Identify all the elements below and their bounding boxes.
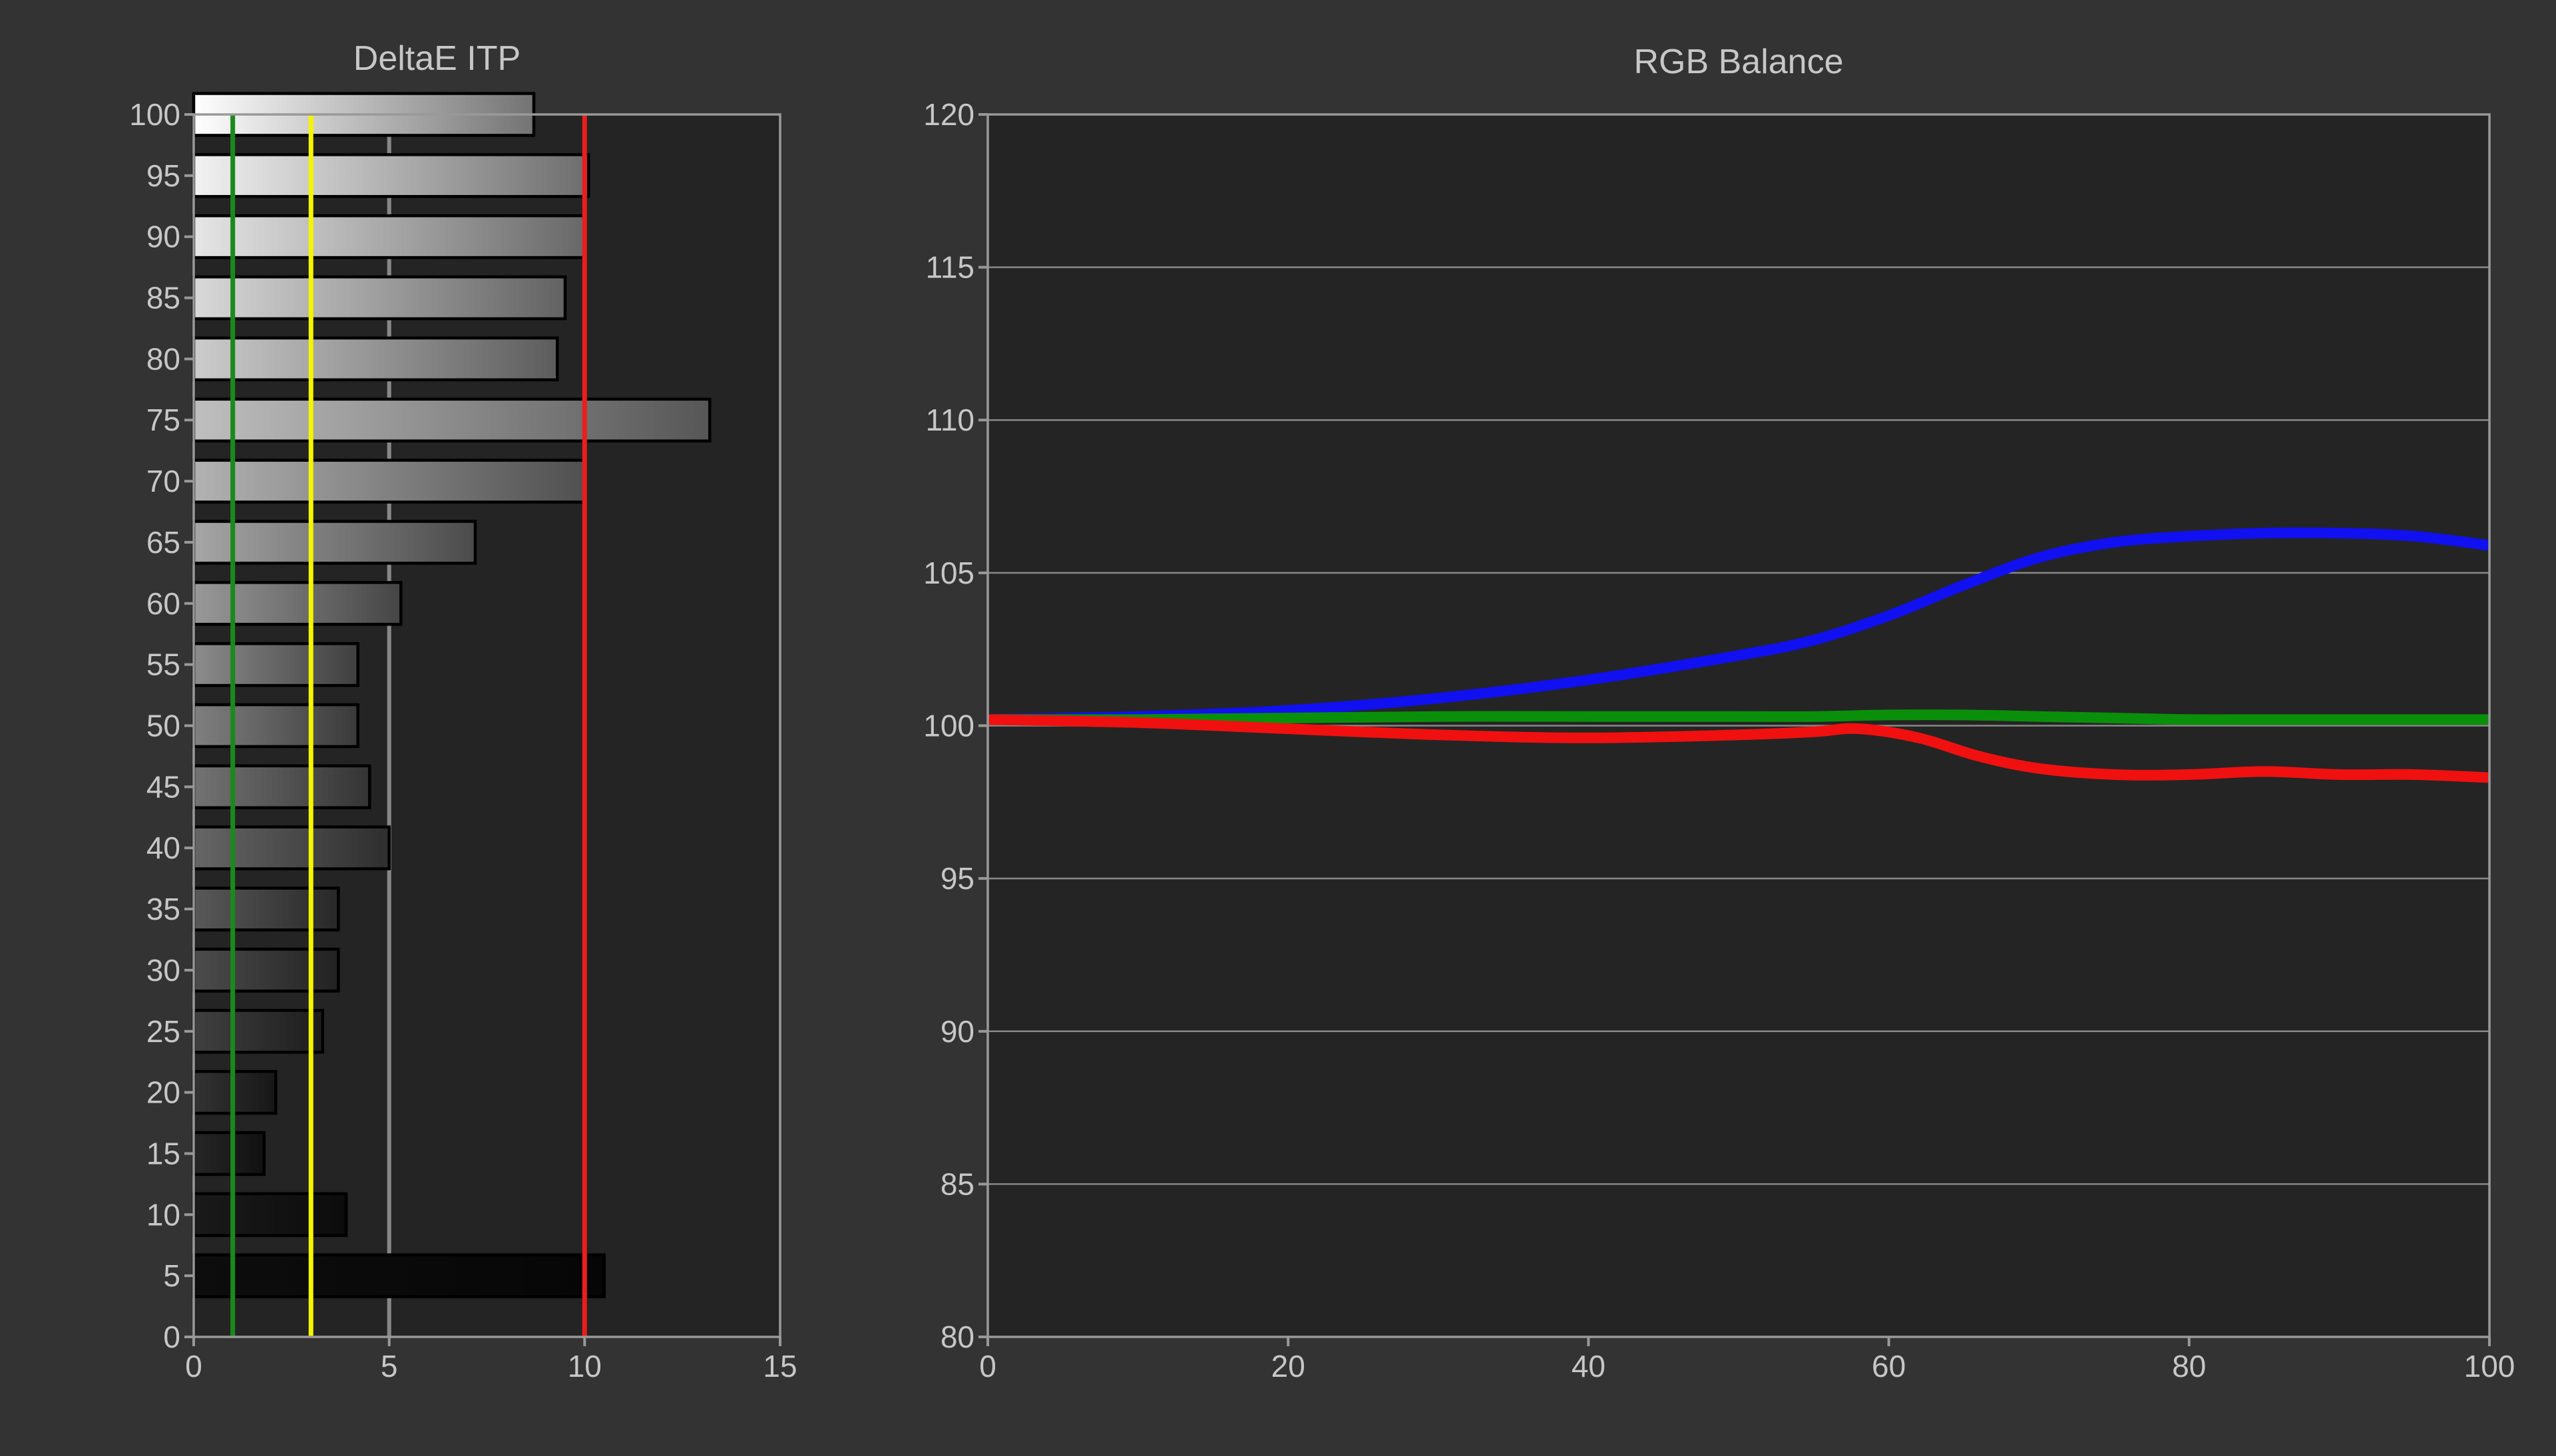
svg-text:45: 45 — [146, 769, 180, 804]
svg-text:100: 100 — [923, 709, 974, 743]
svg-text:105: 105 — [923, 556, 974, 590]
svg-text:20: 20 — [146, 1075, 180, 1110]
svg-text:70: 70 — [146, 464, 180, 498]
svg-text:10: 10 — [568, 1349, 602, 1383]
svg-text:85: 85 — [146, 281, 180, 315]
svg-text:0: 0 — [979, 1349, 996, 1383]
svg-text:80: 80 — [941, 1320, 974, 1354]
svg-text:60: 60 — [1872, 1349, 1906, 1383]
svg-text:100: 100 — [2464, 1349, 2515, 1383]
svg-text:115: 115 — [926, 250, 974, 285]
svg-text:110: 110 — [926, 403, 974, 437]
svg-text:80: 80 — [2172, 1349, 2206, 1383]
svg-text:25: 25 — [146, 1014, 180, 1049]
svg-text:120: 120 — [923, 97, 974, 132]
svg-text:35: 35 — [146, 892, 180, 926]
svg-text:80: 80 — [146, 341, 180, 376]
svg-text:5: 5 — [163, 1258, 180, 1293]
svg-text:65: 65 — [146, 525, 180, 560]
svg-text:0: 0 — [185, 1349, 202, 1383]
svg-text:90: 90 — [146, 220, 180, 254]
svg-text:40: 40 — [1572, 1349, 1605, 1383]
svg-text:90: 90 — [941, 1014, 974, 1049]
svg-text:30: 30 — [146, 953, 180, 988]
svg-text:95: 95 — [941, 861, 974, 896]
svg-text:100: 100 — [129, 97, 180, 132]
svg-text:DeltaE ITP: DeltaE ITP — [353, 39, 521, 78]
svg-text:75: 75 — [146, 403, 180, 437]
svg-text:0: 0 — [163, 1320, 180, 1354]
svg-text:15: 15 — [146, 1137, 180, 1171]
svg-text:55: 55 — [146, 647, 180, 682]
svg-text:85: 85 — [941, 1167, 974, 1201]
svg-text:95: 95 — [146, 158, 180, 193]
svg-text:RGB Balance: RGB Balance — [1633, 43, 1843, 81]
svg-text:5: 5 — [381, 1349, 398, 1383]
svg-text:10: 10 — [146, 1197, 180, 1232]
svg-text:40: 40 — [146, 830, 180, 865]
svg-text:20: 20 — [1271, 1349, 1305, 1383]
svg-text:50: 50 — [146, 709, 180, 743]
svg-text:60: 60 — [146, 586, 180, 621]
svg-text:15: 15 — [763, 1349, 797, 1383]
